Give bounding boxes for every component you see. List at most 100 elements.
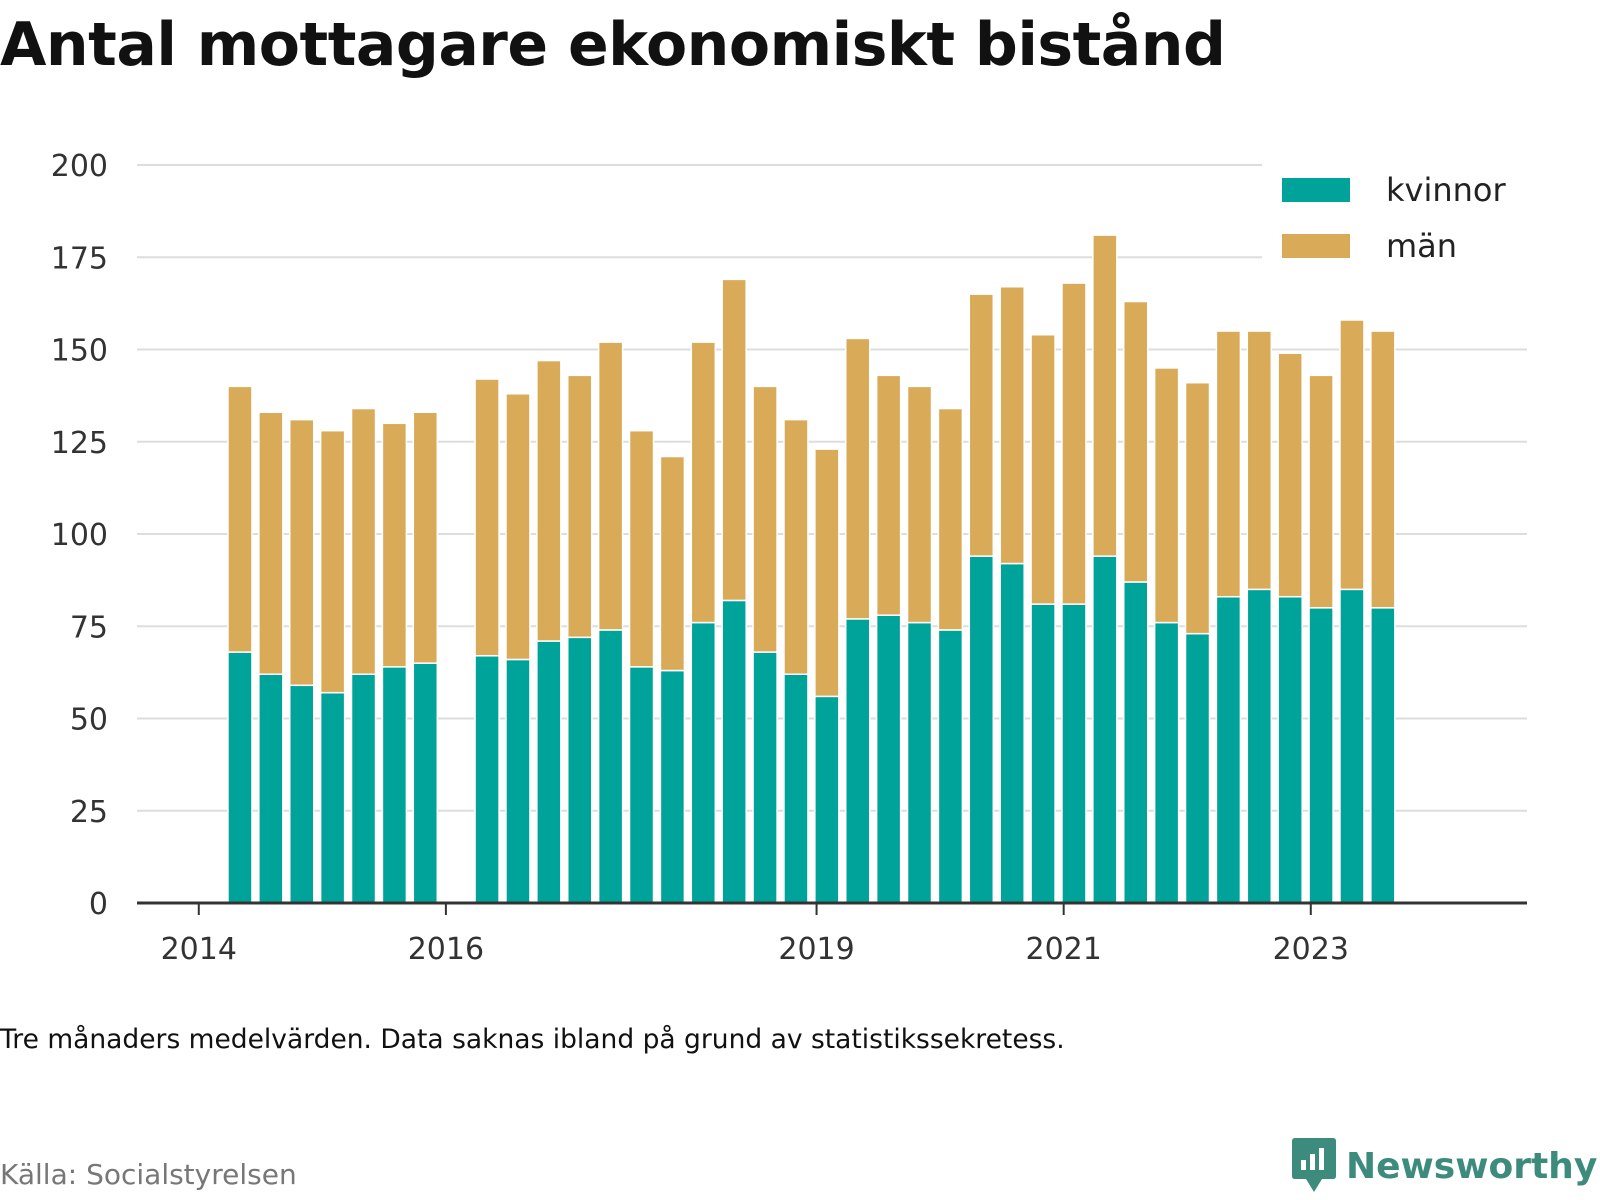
bar-kvinnor xyxy=(906,621,933,904)
bar-kvinnor xyxy=(814,695,840,904)
bar-kvinnor xyxy=(1061,603,1087,904)
y-tick-label: 75 xyxy=(70,610,108,645)
bar-man xyxy=(566,374,593,639)
bar-kvinnor xyxy=(474,655,500,904)
bar-kvinnor xyxy=(690,621,717,904)
bar-man xyxy=(968,293,995,557)
bar-man xyxy=(288,418,315,687)
bar-man xyxy=(999,286,1025,565)
logo-text: Newsworthy xyxy=(1346,1145,1598,1187)
bar-man xyxy=(412,411,439,664)
x-tick-label: 2021 xyxy=(1025,932,1101,967)
bar-kvinnor xyxy=(844,618,871,904)
bar-man xyxy=(1061,282,1087,605)
bar-kvinnor xyxy=(999,562,1025,904)
x-tick-label: 2016 xyxy=(408,932,484,967)
bar-man xyxy=(319,429,346,694)
bar-man xyxy=(505,393,531,661)
bar-kvinnor xyxy=(319,691,346,904)
bar-man xyxy=(721,278,747,602)
bar-kvinnor xyxy=(288,684,315,904)
bar-man xyxy=(783,418,809,675)
bar-kvinnor xyxy=(1277,595,1303,904)
bar-kvinnor xyxy=(381,666,408,904)
bar-man xyxy=(227,385,253,653)
bar-kvinnor xyxy=(1246,588,1273,904)
bar-kvinnor xyxy=(752,651,778,904)
bar-man xyxy=(1153,367,1180,624)
bar-man xyxy=(690,341,717,624)
y-tick-label: 50 xyxy=(70,703,108,738)
x-tick-label: 2014 xyxy=(161,932,237,967)
x-tick-label: 2023 xyxy=(1273,932,1349,967)
bar-man xyxy=(1030,333,1056,605)
bar-man xyxy=(628,429,655,668)
bar-man xyxy=(1122,300,1149,583)
bar-kvinnor xyxy=(1030,603,1056,904)
bar-kvinnor xyxy=(227,651,253,904)
bar-man xyxy=(752,385,778,653)
bar-man xyxy=(350,407,377,675)
bar-kvinnor xyxy=(1122,581,1149,904)
bar-man xyxy=(536,359,562,642)
legend-swatch xyxy=(1282,234,1350,258)
legend-label: kvinnor xyxy=(1386,171,1507,209)
bar-man xyxy=(1184,381,1211,635)
y-tick-label: 150 xyxy=(51,334,108,369)
bar-kvinnor xyxy=(1308,607,1334,904)
bar-kvinnor xyxy=(1370,607,1396,904)
y-tick-label: 100 xyxy=(51,518,108,553)
bar-man xyxy=(875,374,902,616)
bar-man xyxy=(937,407,964,631)
bar-man xyxy=(1308,374,1334,609)
bar-kvinnor xyxy=(412,662,439,904)
bar-man xyxy=(1339,319,1365,591)
bars xyxy=(227,234,1396,904)
bar-man xyxy=(1370,330,1396,609)
bar-kvinnor xyxy=(783,673,809,904)
bar-man xyxy=(659,455,686,672)
source-text: Källa: Socialstyrelsen xyxy=(0,1158,297,1191)
legend-swatch xyxy=(1282,178,1350,202)
bar-kvinnor xyxy=(968,555,995,904)
bar-man xyxy=(1277,352,1303,598)
bar-man xyxy=(1092,234,1118,557)
legend: kvinnor män xyxy=(1262,163,1534,265)
bar-kvinnor xyxy=(721,599,747,904)
bar-man xyxy=(258,411,284,675)
bar-man xyxy=(597,341,624,631)
bar-kvinnor xyxy=(350,673,377,904)
axes: 0 25 50 75 100 125 150 175 200 2014 2016 2019 2021 20… xyxy=(51,149,1527,967)
y-tick-label: 25 xyxy=(70,795,108,830)
bar-kvinnor xyxy=(597,629,624,904)
bar-kvinnor xyxy=(566,636,593,904)
y-tick-label: 200 xyxy=(51,149,108,184)
bar-man xyxy=(474,378,500,657)
bar-man xyxy=(1246,330,1273,591)
legend-label: män xyxy=(1386,227,1457,265)
y-tick-label: 0 xyxy=(89,887,108,922)
bar-kvinnor xyxy=(1339,588,1365,904)
chart-title: Antal mottagare ekonomiskt bistånd xyxy=(0,10,1226,80)
bar-kvinnor xyxy=(258,673,284,904)
bar-kvinnor xyxy=(1215,595,1242,904)
bar-kvinnor xyxy=(628,666,655,904)
bar-kvinnor xyxy=(659,669,686,904)
bar-kvinnor xyxy=(875,614,902,904)
bar-man xyxy=(814,448,840,698)
x-tick-label: 2019 xyxy=(778,932,854,967)
bar-kvinnor xyxy=(1153,621,1180,904)
bar-kvinnor xyxy=(1092,555,1118,904)
chart-note: Tre månaders medelvärden. Data saknas ib… xyxy=(0,1024,1065,1055)
bar-man xyxy=(844,337,871,620)
bar-kvinnor xyxy=(1184,632,1211,904)
bar-kvinnor xyxy=(505,658,531,904)
newsworthy-logo[interactable]: Newsworthy xyxy=(1292,1138,1597,1194)
y-tick-label: 175 xyxy=(51,241,108,276)
bar-kvinnor xyxy=(536,640,562,904)
bar-man xyxy=(1215,330,1242,598)
stacked-bar-chart: 0 25 50 75 100 125 150 175 200 2014 2016 2019 2021 20… xyxy=(50,149,1534,967)
bar-man xyxy=(381,422,408,668)
bar-man xyxy=(906,385,933,624)
y-tick-label: 125 xyxy=(51,426,108,461)
